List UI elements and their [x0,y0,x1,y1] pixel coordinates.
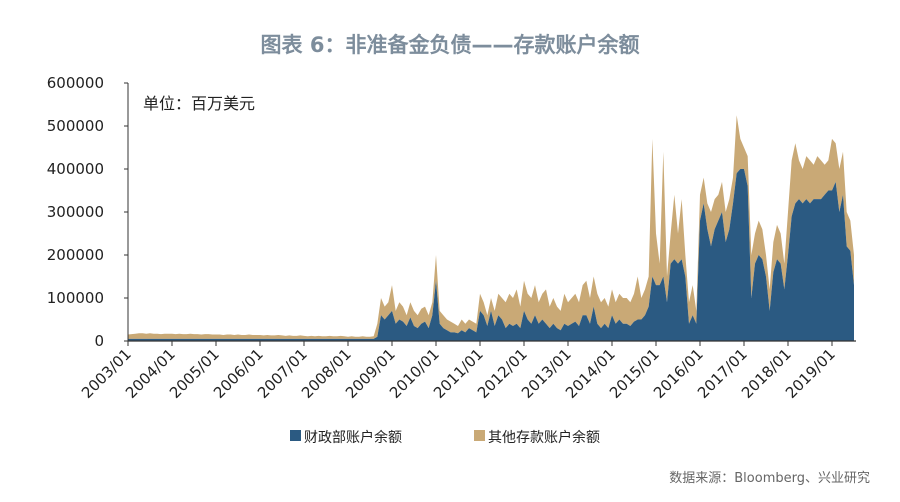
source-note: 数据来源：Bloomberg、兴业研究 [669,471,870,486]
y-tick-label: 500000 [47,117,104,135]
area-series-treasury [128,169,854,341]
y-tick-label: 0 [94,332,104,350]
y-tick-label: 200000 [47,246,104,264]
unit-label: 单位：百万美元 [143,94,255,113]
legend-label-other: 其他存款账户余额 [488,429,600,446]
legend-label-treasury: 财政部账户余额 [304,429,402,446]
y-tick-label: 300000 [47,203,104,221]
y-tick-label: 400000 [47,160,104,178]
legend-swatch-other [474,430,485,441]
y-tick-label: 600000 [47,74,104,92]
legend-swatch-treasury [290,430,301,441]
y-tick-label: 100000 [47,289,104,307]
plot-areas [128,115,854,341]
chart-title: 图表 6：非准备金负债——存款账户余额 [261,33,640,57]
area-series-other [128,115,854,339]
legend: 财政部账户余额 其他存款账户余额 [290,429,600,446]
